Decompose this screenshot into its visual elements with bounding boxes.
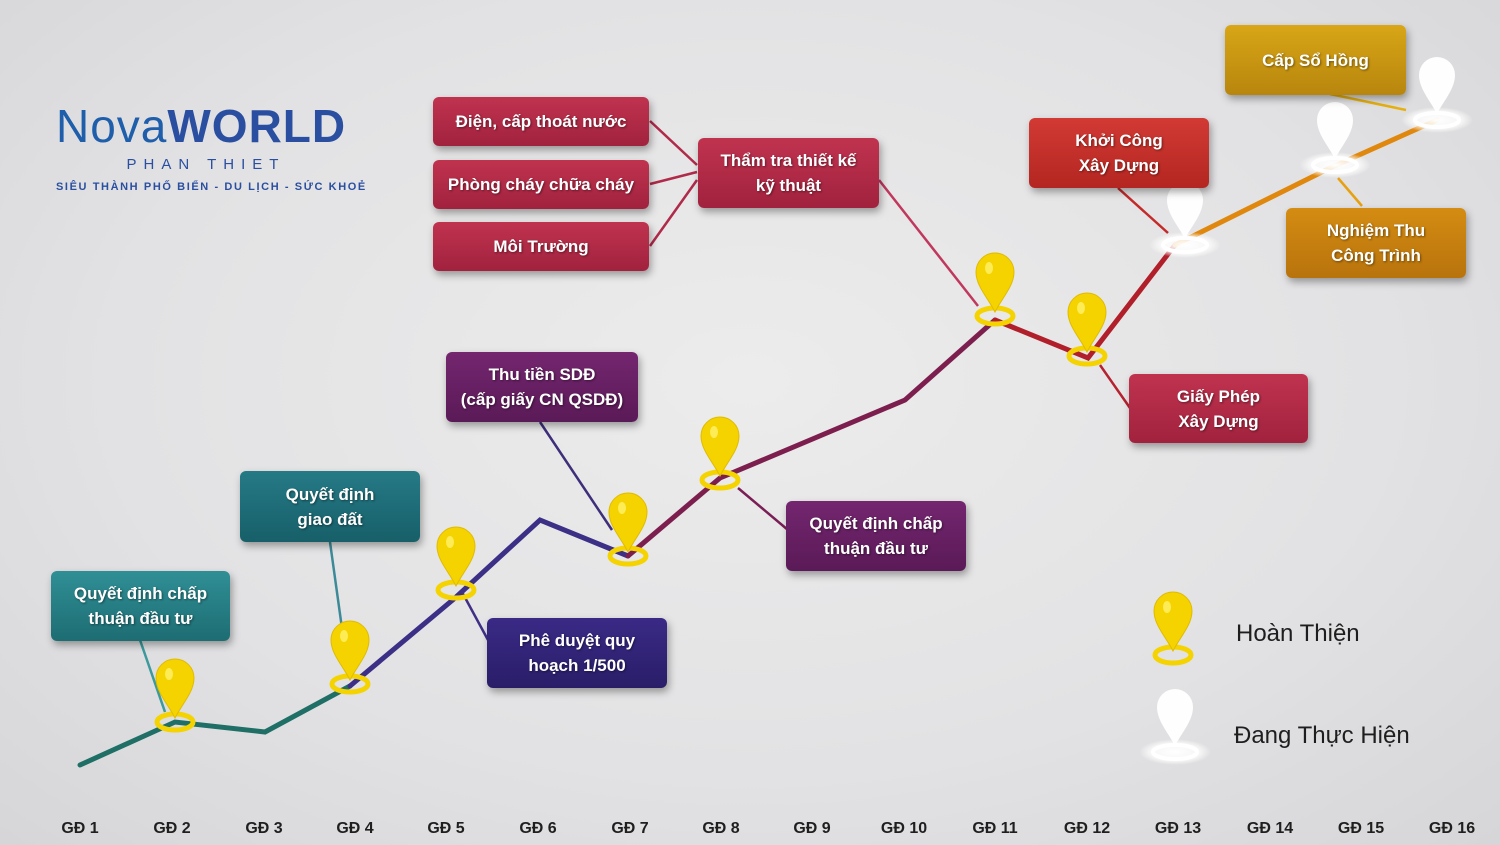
stage-label: GĐ 8 — [702, 820, 740, 837]
stage-label: GĐ 14 — [1246, 820, 1294, 837]
logo-brand-part2: WORLD — [167, 100, 347, 152]
stage-label: GĐ 3 — [245, 820, 283, 837]
step-box-line: thuận đầu tư — [824, 539, 928, 558]
logo-tagline: SIÊU THÀNH PHỐ BIỂN - DU LỊCH - SỨC KHOẺ — [56, 181, 367, 193]
step-box-line: Cấp Sổ Hồng — [1262, 50, 1369, 70]
stage-label: GĐ 4 — [336, 820, 374, 837]
connector-lines — [138, 92, 1407, 713]
yellow-location-pin-icon — [437, 527, 475, 598]
step-box-line: Phòng cháy chữa cháy — [447, 175, 635, 194]
step-box-line: Xây Dựng — [1078, 156, 1160, 175]
step-box-line: Quyết định chấp — [73, 584, 208, 603]
step-box-line: Công Trình — [1331, 246, 1421, 265]
stage-label: GĐ 16 — [1428, 820, 1476, 837]
step-box-line: Môi Trường — [493, 237, 589, 256]
step-box-line: Thu tiền SDĐ — [488, 365, 596, 384]
novaworld-logo: NovaWORLD PHAN THIET SIÊU THÀNH PHỐ BIỂN… — [56, 98, 396, 193]
step-box-line: kỹ thuật — [755, 176, 822, 195]
step-box-line: Xây Dựng — [1178, 411, 1259, 431]
step-box-line: Khởi Công — [1075, 131, 1163, 150]
step-box-electricity-water: Điện, cấp thoát nước — [433, 97, 649, 146]
yellow-location-pin-icon — [156, 659, 194, 730]
yellow-location-pin-icon — [331, 621, 369, 692]
step-box-line: Giấy Phép — [1176, 386, 1261, 406]
step-box-building-permit: Giấy Phép Xây Dựng — [1129, 374, 1308, 443]
step-box-investment-approval-2: Quyết định chấp thuận đầu tư — [786, 501, 966, 571]
white-location-pin-icon — [1297, 100, 1373, 180]
stage-label: GĐ 1 — [61, 820, 99, 837]
logo-location: PHAN THIET — [126, 156, 286, 173]
step-box-fire-protection: Phòng cháy chữa cháy — [433, 160, 649, 209]
step-box-line: Quyết định chấp — [809, 514, 943, 533]
yellow-location-pin-icon — [1068, 293, 1106, 364]
step-box-investment-approval-1: Quyết định chấp thuận đầu tư — [51, 571, 230, 641]
stage-label: GĐ 15 — [1337, 820, 1385, 837]
stage-label: GĐ 10 — [880, 820, 928, 837]
white-location-pin-icon — [1399, 55, 1475, 135]
step-box-line: thuận đầu tư — [88, 609, 193, 628]
stage-label: GĐ 2 — [153, 820, 191, 837]
step-box-technical-design-review: Thẩm tra thiết kế kỹ thuật — [698, 138, 879, 208]
step-box-pink-book: Cấp Sổ Hồng — [1225, 25, 1406, 95]
step-box-line: Thẩm tra thiết kế — [720, 151, 857, 170]
yellow-location-pin-icon — [976, 253, 1014, 324]
step-box-acceptance: Nghiệm Thu Công Trình — [1286, 208, 1466, 278]
legend-in-progress-icon — [1137, 687, 1213, 767]
step-box-planning-approval: Phê duyệt quy hoạch 1/500 — [487, 618, 667, 688]
stage-label: GĐ 7 — [611, 820, 649, 837]
step-box-environment: Môi Trường — [433, 222, 649, 271]
step-box-line: Quyết định — [285, 484, 375, 504]
stage-label: GĐ 6 — [519, 820, 557, 837]
legend-completed-icon — [1154, 592, 1192, 663]
step-box-line: (cấp giấy CN QSDĐ) — [460, 390, 624, 409]
white-location-pin-icon — [1147, 180, 1223, 260]
step-box-land-fee: Thu tiền SDĐ (cấp giấy CN QSDĐ) — [446, 352, 638, 422]
stage-label: GĐ 13 — [1154, 820, 1202, 837]
step-box-line: Phê duyệt quy — [518, 631, 636, 650]
legend-completed-label: Hoàn Thiện — [1236, 620, 1360, 647]
step-box-land-allocation: Quyết định giao đất — [240, 471, 420, 542]
logo-brand-part1: Nova — [56, 100, 168, 152]
stage-label: GĐ 5 — [427, 820, 465, 837]
step-box-line: Điện, cấp thoát nước — [455, 112, 627, 131]
legend-in-progress-label: Đang Thực Hiện — [1234, 722, 1410, 749]
stage-label: GĐ 9 — [793, 820, 831, 837]
step-box-construction-start: Khởi Công Xây Dựng — [1029, 118, 1209, 188]
stage-label: GĐ 12 — [1063, 820, 1111, 837]
step-box-line: hoạch 1/500 — [528, 656, 626, 675]
step-box-line: giao đất — [297, 509, 363, 529]
stage-label: GĐ 11 — [972, 820, 1018, 837]
step-box-line: Nghiệm Thu — [1326, 221, 1426, 240]
